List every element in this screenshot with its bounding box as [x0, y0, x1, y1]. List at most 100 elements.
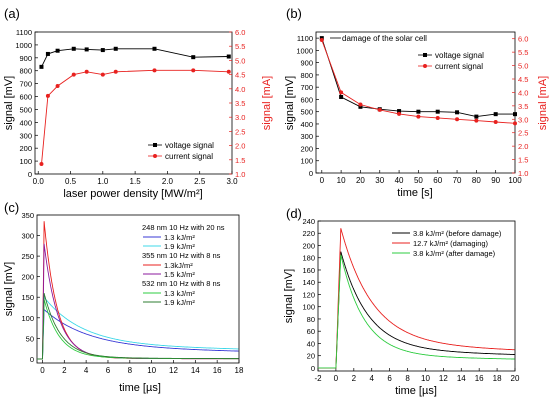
panel-a-right-ytick-label: 5.0 — [235, 56, 245, 65]
panel-b-left-ytick-label: 800 — [300, 71, 313, 80]
panel-d-xtick-label: 14 — [457, 374, 466, 383]
panel-a-data-point — [55, 48, 60, 53]
panel-b-right-ytick-label: 4.5 — [518, 75, 528, 84]
panel-a-left-ytick-label: 0 — [28, 170, 32, 179]
panel-b-right-ytick-label: 4.0 — [518, 88, 528, 97]
panel-d-xtick-label: 12 — [439, 374, 448, 383]
panel-d-xtick-label: 10 — [421, 374, 430, 383]
panel-b-left-ytick-label: 300 — [300, 132, 313, 141]
panel-b-annotation: damage of the solar cell — [330, 34, 427, 43]
panel-b-right-ytick-label: 5.5 — [518, 48, 528, 57]
panel-b-xtick-label: 20 — [356, 176, 365, 185]
panel-b-data-point — [455, 110, 460, 115]
panel-a-left-ytick-label: 400 — [19, 118, 32, 127]
panel-a-left-ytick-label: 900 — [19, 54, 32, 63]
panel-b-data-point — [474, 114, 479, 119]
panel-d-xtick-label: 16 — [475, 374, 484, 383]
panel-a-right-ytick-label: 2.5 — [235, 127, 245, 136]
panel-d-xtick-label: 4 — [370, 374, 375, 383]
panel-a-xtick-label: 2.5 — [194, 177, 206, 186]
panel-b-xtick-label: 40 — [395, 176, 404, 185]
panel-c-ytick-label: 200 — [21, 273, 34, 282]
panel-a-data-point — [84, 69, 89, 74]
panel-a-data-point — [39, 162, 44, 167]
legend-b-voltage-label: voltage signal — [435, 51, 484, 60]
legend-c-355-15-label: 1.5 kJ/m² — [164, 270, 195, 279]
panel-d-xtick-label: 20 — [511, 374, 520, 383]
panel-c-xtick-label: 4 — [84, 366, 89, 375]
panel-d: (d) -2 0 2 4 6 8 10 12 14 16 18 2002040608010012014… — [283, 206, 520, 397]
legend-d-after-label: 3.8 kJ/m² (after damage) — [413, 249, 496, 258]
legend-d-before-label: 3.8 kJ/m² (before damage) — [413, 229, 502, 238]
panel-d-xtick-label: 6 — [387, 374, 392, 383]
legend-a-current-marker — [153, 154, 157, 158]
panel-a-data-point — [113, 69, 118, 74]
panel-d-series-line — [318, 251, 515, 369]
panel-a-data-point — [71, 46, 76, 51]
panel-d-xlabel: time [µs] — [395, 385, 437, 397]
panel-a-data-point — [45, 51, 50, 56]
panel-c-ytick-label: 50 — [26, 334, 34, 343]
panel-b-data-point — [513, 112, 517, 117]
legend-c-532-13-label: 1.3 kJ/m² — [164, 289, 195, 298]
panel-d-ylabel: signal [mV] — [283, 269, 295, 323]
panel-c-series-line — [37, 221, 239, 360]
panel-b-right-ytick-label: 3.0 — [518, 115, 528, 124]
panel-d-ytick-label: 140 — [302, 278, 315, 287]
legend-b-current-label: current signal — [435, 62, 483, 71]
panel-c-xtick-label: 2 — [62, 366, 67, 375]
panel-b-xtick-label: 90 — [491, 176, 500, 185]
panel-a-xtick-label: 3.0 — [226, 177, 238, 186]
panel-a-data-point — [191, 68, 196, 73]
panel-a: (a) 0.0 0.5 1.0 1.5 2.0 2.5 3.0 0 100 200 300 400 50… — [3, 6, 273, 200]
panel-d-ytick-label: 40 — [307, 339, 315, 348]
panel-b-data-point — [358, 104, 363, 109]
panel-d-legend: 3.8 kJ/m² (before damage) 12.7 kJ/m² (da… — [392, 229, 502, 258]
panel-b-data-point — [319, 38, 324, 43]
panel-b-data-point — [416, 109, 421, 114]
panel-a-right-ytick-label: 3.0 — [235, 113, 245, 122]
panel-a-left-ytick-label: 200 — [19, 144, 32, 153]
panel-b-xtick-label: 0 — [320, 176, 325, 185]
panel-d-xtick-label: 0 — [334, 374, 339, 383]
panel-d-ytick-label: 100 — [302, 303, 315, 312]
panel-b-left-ytick-label: 100 — [300, 157, 313, 166]
panel-b-right-ytick-label: 2.5 — [518, 129, 528, 138]
panel-b-left-ytick-label: 1100 — [297, 34, 313, 43]
panel-a-left-ytick-label: 800 — [19, 67, 32, 76]
panel-a-data-point — [39, 64, 44, 69]
panel-a-right-ytick-label: 3.5 — [235, 99, 245, 108]
panel-b-label: (b) — [286, 6, 302, 21]
panel-c-frame — [36, 214, 240, 364]
panel-c-label: (c) — [4, 200, 19, 215]
panel-a-data-point — [152, 46, 157, 51]
panel-b-series — [319, 36, 517, 126]
panel-a-data-point — [113, 46, 118, 51]
panel-a-data-point — [55, 83, 60, 88]
panel-a-data-point — [226, 69, 231, 74]
panel-a-xtick-label: 2.0 — [162, 177, 174, 186]
panel-a-right-ytick-label: 2.0 — [235, 142, 245, 151]
panel-c-xtick-label: 0 — [40, 366, 45, 375]
panel-d-ytick-label: 160 — [302, 266, 315, 275]
panel-b-xtick-label: 30 — [375, 176, 384, 185]
panel-b-left-ytick-label: 900 — [300, 59, 313, 68]
panel-a-series-line — [41, 48, 229, 68]
panel-b-xlabel: time [s] — [397, 187, 432, 199]
panel-d-ytick-label: 180 — [302, 254, 315, 263]
panel-b-left-ytick-label: 700 — [300, 83, 313, 92]
legend-a-voltage-label: voltage signal — [165, 141, 214, 150]
panel-a-right-ytick-label: 5.5 — [235, 42, 245, 51]
panel-c-ytick-label: 300 — [21, 232, 34, 241]
panel-b-data-point — [474, 118, 479, 123]
panel-a-data-point — [191, 55, 196, 60]
panel-c-series — [37, 221, 239, 360]
panel-d-label: (d) — [286, 206, 302, 221]
panel-c-xtick-label: 12 — [169, 366, 178, 375]
legend-b-current-marker — [423, 64, 427, 68]
panel-a-left-ytick-label: 1100 — [16, 28, 32, 37]
panel-b-right-ytick-label: 3.5 — [518, 102, 528, 111]
panel-c-legend: 248 nm 10 Hz with 20 ns 1.3 kJ/m² 1.9 kJ… — [142, 223, 225, 307]
panel-a-data-point — [152, 68, 157, 73]
panel-a-right-ytick-label: 4.5 — [235, 71, 245, 80]
